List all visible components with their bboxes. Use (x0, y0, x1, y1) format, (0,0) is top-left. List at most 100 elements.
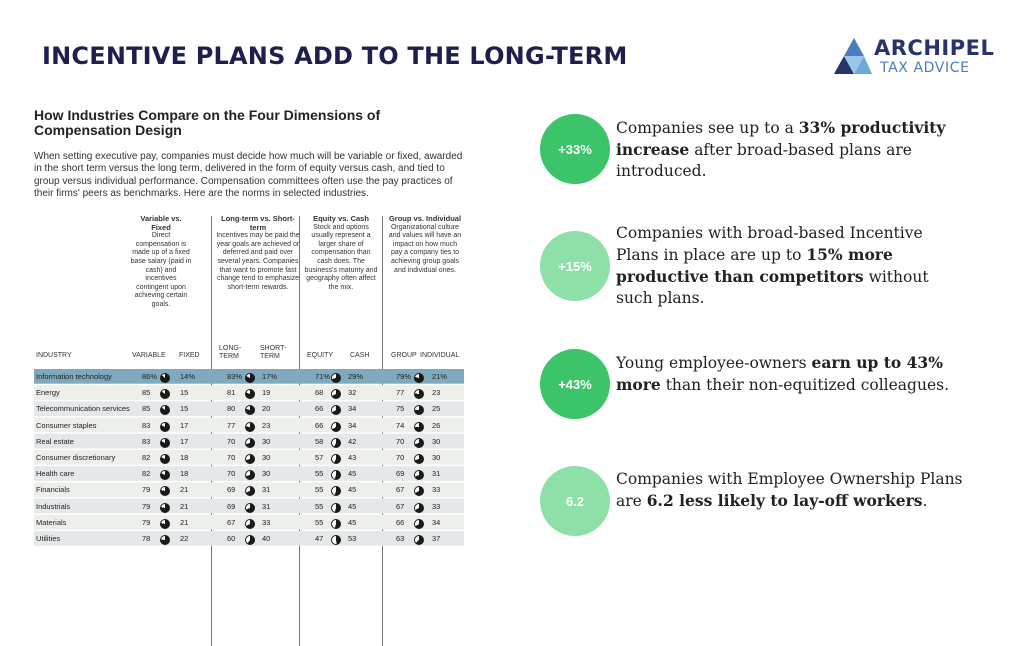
value-equity: 47 (315, 534, 324, 543)
pie-icon (245, 518, 255, 529)
value-equity: 68 (315, 388, 324, 398)
value-cash: 43 (348, 453, 357, 462)
value-individual: 34 (432, 517, 441, 527)
pie-icon (245, 502, 255, 513)
stat-text-part: after broad-based plans are introduced. (616, 141, 912, 180)
figure-description: When setting executive pay, companies mu… (34, 151, 463, 200)
figure-title: How Industries Compare on the Four Dimen… (34, 107, 381, 138)
value-equity: 71% (315, 372, 331, 381)
row-industry-label: Consumer discretionary (36, 453, 116, 462)
pie-icon (414, 437, 424, 448)
pie-icon (160, 389, 170, 400)
pie-icon (414, 535, 424, 545)
stat-text-part: Companies see up to a (616, 119, 799, 137)
pie-icon (245, 454, 255, 464)
pie-icon (414, 454, 424, 464)
value-cash: 32 (348, 388, 357, 398)
value-fixed: 15 (180, 404, 189, 414)
value-long: 60 (227, 534, 236, 543)
value-variable: 82 (142, 469, 151, 479)
pie-icon (160, 502, 170, 513)
value-fixed: 21 (180, 485, 189, 495)
stat-text-emphasis: earn up to 43% more (616, 353, 943, 394)
value-group: 75 (396, 404, 405, 414)
stat-text-emphasis: 15% more productive than competitors (616, 245, 893, 286)
ribbon-chart (34, 369, 464, 546)
row-industry-label: Consumer staples (36, 420, 97, 430)
col-long-term: LONG-TERM (219, 345, 242, 360)
col-fixed: FIXED (179, 352, 200, 359)
pie-icon (160, 454, 170, 464)
value-variable: 79 (142, 485, 151, 495)
pie-icon (331, 535, 341, 545)
pie-icon (245, 405, 255, 416)
value-fixed: 18 (180, 453, 189, 462)
stat-text-emphasis: 33% productivity increase (616, 118, 946, 159)
value-fixed: 18 (180, 469, 189, 479)
value-group: 67 (396, 485, 405, 495)
dimension-title: Variable vs. Fixed (140, 214, 182, 232)
value-individual: 26 (432, 420, 441, 430)
stat-text: Young employee-owners earn up to 43% mor… (616, 352, 966, 396)
value-fixed: 14% (180, 372, 196, 381)
value-individual: 23 (432, 388, 441, 398)
pie-icon (414, 421, 424, 432)
slide-title: INCENTIVE PLANS ADD TO THE LONG-TERM (42, 42, 628, 70)
value-variable: 79 (142, 517, 151, 527)
value-group: 70 (396, 436, 405, 446)
dimension-variable-fixed: Variable vs. Fixed Direct compensation i… (130, 214, 192, 310)
pie-icon (414, 470, 424, 481)
value-group: 63 (396, 534, 405, 543)
dimension-long-short: Long-term vs. Short-term Incentives may … (216, 214, 300, 292)
value-equity: 58 (315, 436, 324, 446)
dimension-text: Stock and options usually represent a la… (304, 223, 378, 291)
stat-text: Companies see up to a 33% productivity i… (616, 117, 966, 182)
pie-icon (331, 405, 341, 416)
pie-icon (245, 389, 255, 400)
value-short: 40 (262, 534, 271, 543)
value-cash: 29% (348, 372, 364, 381)
dimension-text: Organizational culture and values will h… (388, 223, 462, 274)
value-long: 69 (227, 501, 236, 511)
stat-text-part: Companies with Employee Ownership Plans … (616, 470, 963, 510)
stat-text: Companies with Employee Ownership Plans … (616, 469, 966, 512)
value-long: 70 (227, 453, 236, 462)
pie-icon (414, 486, 424, 497)
pie-icon (245, 470, 255, 481)
value-long: 77 (227, 420, 236, 430)
pie-icon (414, 502, 424, 513)
pie-icon (331, 502, 341, 513)
value-long: 69 (227, 485, 236, 495)
value-short: 31 (262, 501, 271, 511)
col-variable: VARIABLE (132, 352, 166, 359)
value-variable: 82 (142, 453, 151, 462)
row-industry-label: Real estate (36, 436, 74, 446)
pie-icon (160, 373, 170, 383)
pie-icon (331, 454, 341, 464)
dimension-equity-cash: Equity vs. Cash Stock and options usuall… (304, 214, 378, 292)
dimension-title: Group vs. Individual (388, 214, 462, 223)
col-industry: INDUSTRY (36, 352, 72, 359)
value-cash: 53 (348, 534, 357, 543)
value-short: 30 (262, 436, 271, 446)
pie-icon (160, 486, 170, 497)
value-individual: 25 (432, 404, 441, 414)
value-group: 70 (396, 453, 405, 462)
stat-badge: +43% (540, 349, 610, 419)
value-individual: 30 (432, 436, 441, 446)
value-individual: 33 (432, 485, 441, 495)
value-fixed: 21 (180, 517, 189, 527)
pie-icon (245, 535, 255, 545)
value-variable: 85 (142, 404, 151, 414)
value-equity: 66 (315, 420, 324, 430)
stat-text-part: without such plans. (616, 268, 929, 307)
logo-triangles-icon (834, 38, 872, 74)
logo-main-text: ARCHIPEL (874, 36, 995, 60)
pie-icon (331, 470, 341, 481)
value-variable: 83 (142, 420, 151, 430)
value-short: 33 (262, 517, 271, 527)
pie-icon (331, 421, 341, 432)
dimension-text: Incentives may be paid the year goals ar… (216, 232, 300, 291)
value-group: 69 (396, 469, 405, 479)
value-fixed: 15 (180, 388, 189, 398)
